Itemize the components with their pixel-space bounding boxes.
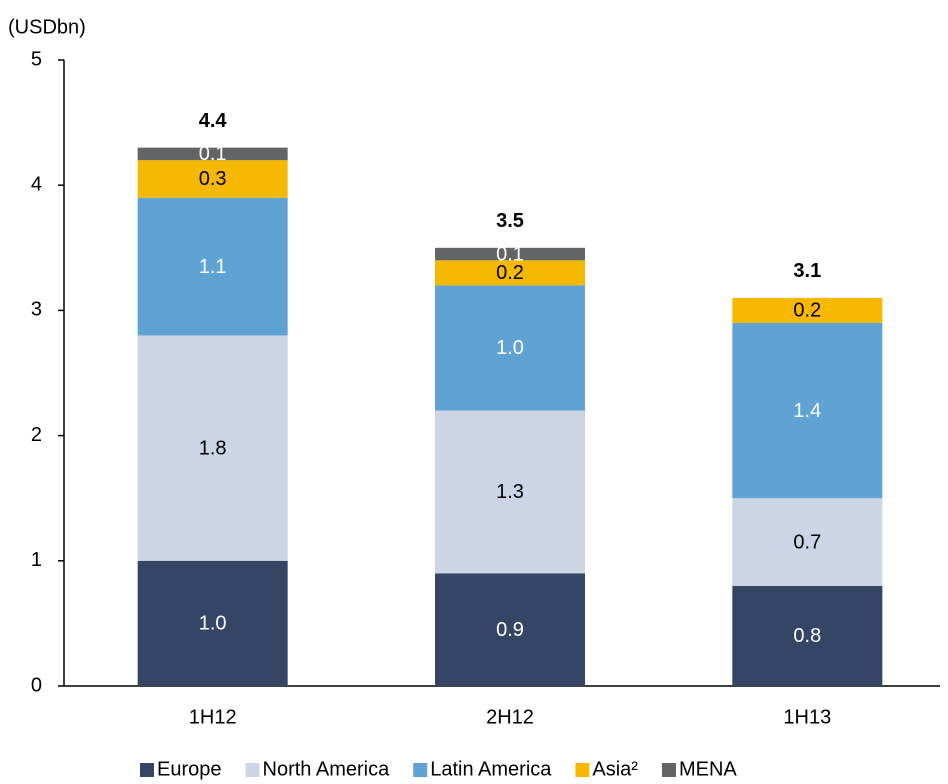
data-label: 1.4 (793, 400, 821, 422)
data-label: 1.1 (199, 256, 227, 278)
legend-label: Europe (157, 758, 222, 780)
data-label: 0.1 (496, 243, 524, 265)
legend-swatch (575, 763, 590, 777)
data-label: 0.2 (793, 300, 821, 322)
y-tick-label: 3 (31, 299, 42, 321)
bar-segment (435, 260, 585, 286)
data-label: 1.0 (199, 613, 227, 635)
data-label: 1.8 (199, 437, 227, 459)
y-tick-label: 2 (31, 424, 42, 446)
bar-segment (137, 147, 288, 161)
legend-swatch (413, 763, 428, 777)
y-tick-label: 0 (31, 674, 42, 696)
data-label: 1.3 (496, 481, 524, 503)
legend-swatch (661, 763, 676, 777)
legend-label: Latin America (430, 758, 552, 780)
y-tick-label: 1 (31, 549, 42, 571)
bar-segment (435, 247, 585, 261)
bar-segment (137, 560, 288, 686)
bar-segment (732, 322, 883, 499)
x-tick-label: 2H12 (486, 706, 534, 728)
data-label: 1.0 (496, 337, 524, 359)
legend-label: MENA (679, 758, 737, 780)
bar-segment (435, 285, 585, 411)
y-tick-label: 5 (31, 48, 42, 70)
data-label: 0.8 (793, 625, 821, 647)
bar-segment (435, 410, 585, 574)
total-label: 3.5 (496, 210, 524, 232)
bar-segment (137, 335, 288, 561)
x-tick-label: 1H13 (783, 706, 831, 728)
data-label: 0.2 (496, 262, 524, 284)
legend-label: Asia² (592, 758, 638, 780)
total-label: 3.1 (793, 260, 821, 282)
x-tick-label: 1H12 (189, 706, 237, 728)
y-axis-label: (USDbn) (8, 16, 86, 38)
data-label: 0.3 (199, 168, 227, 190)
y-tick-label: 4 (31, 173, 42, 195)
data-label: 0.7 (793, 531, 821, 553)
bar-segment (732, 585, 883, 686)
data-label: 0.9 (496, 619, 524, 641)
bar-segment (137, 197, 288, 336)
total-label: 4.4 (199, 110, 228, 132)
bar-segment (137, 160, 288, 198)
bar-segment (732, 498, 883, 586)
legend-label: North America (263, 758, 391, 780)
bar-segment (435, 573, 585, 686)
bar-segment (732, 297, 883, 323)
legend-swatch (140, 763, 154, 777)
data-label: 0.1 (199, 143, 227, 165)
legend-swatch (245, 763, 260, 777)
